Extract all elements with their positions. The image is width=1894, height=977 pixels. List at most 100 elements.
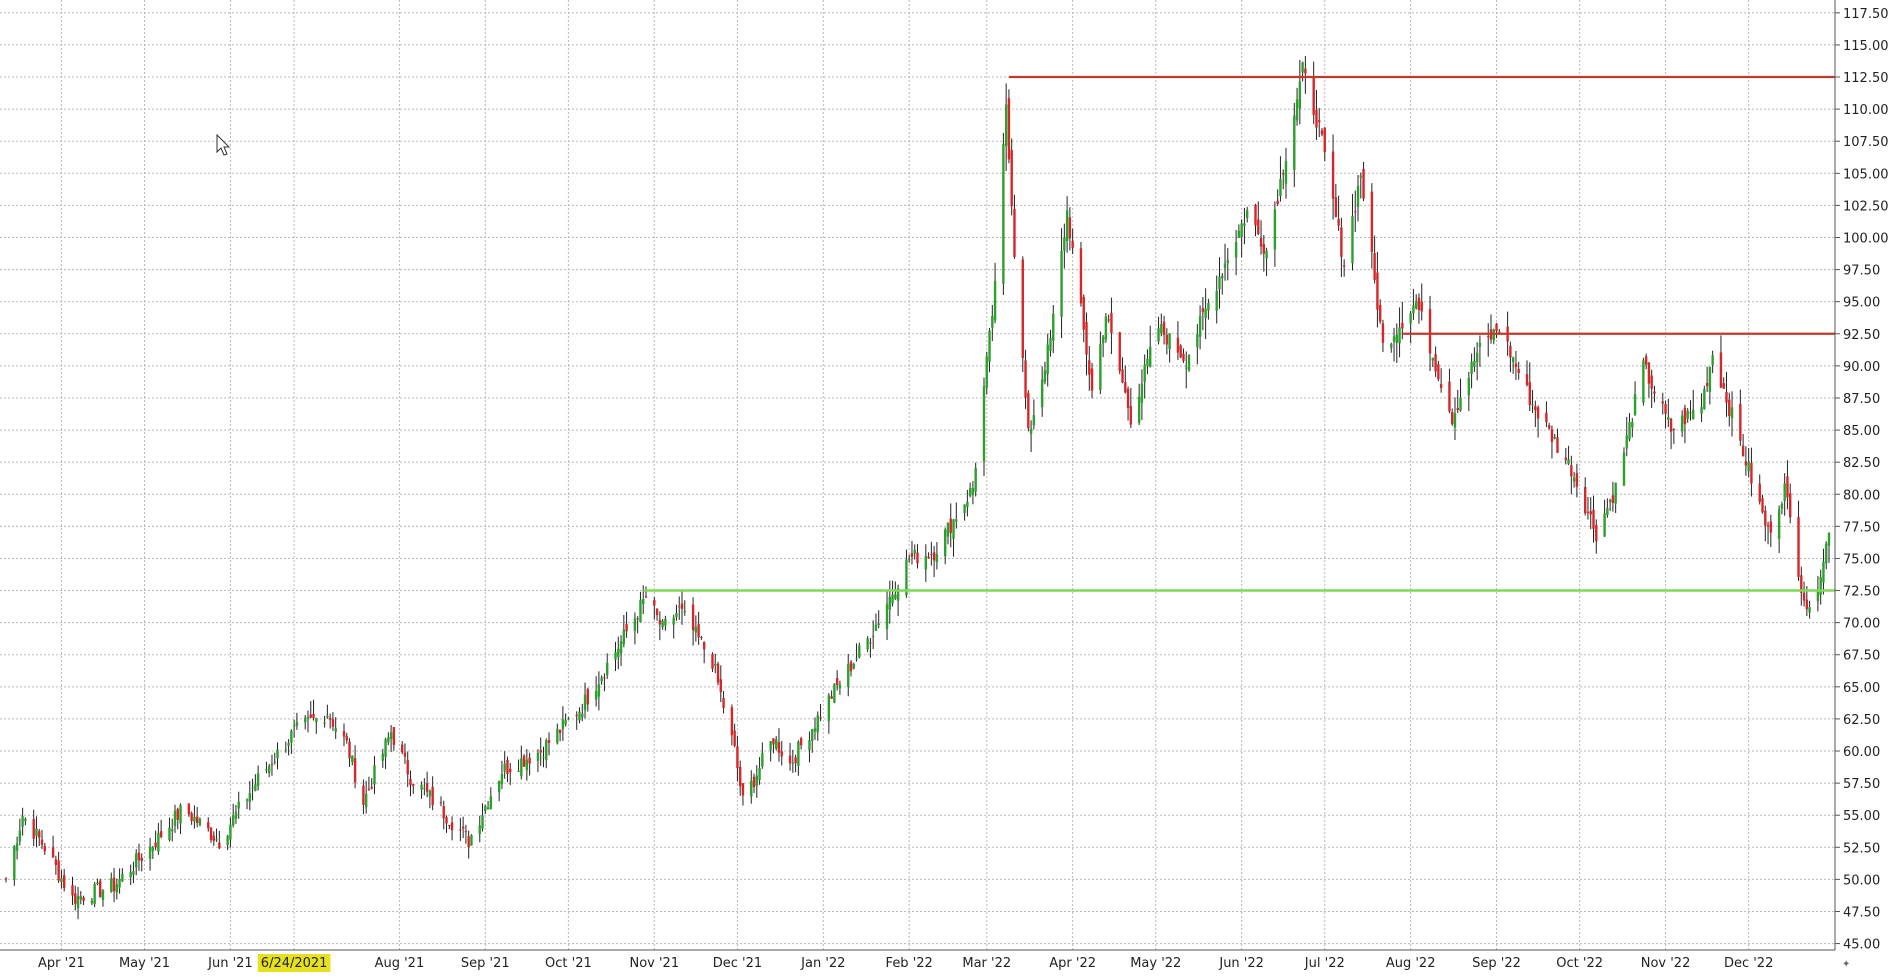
candle [129,864,132,885]
candle [503,751,506,779]
candle-body-down [655,608,659,616]
candle-body-up [885,604,889,630]
candle [1705,366,1709,392]
candle-body-up [79,896,83,900]
candle-body-up [1606,508,1609,516]
candle [1459,378,1462,412]
candle-body-up [642,599,645,605]
candle-body-up [808,740,811,751]
candle-body-down [1536,407,1540,419]
candle-body-up [304,717,307,723]
candle [1750,447,1753,497]
candle-body-down [1719,352,1723,388]
candle [187,803,191,817]
candle-body-up [1816,589,1820,602]
candle-body-up [1207,303,1210,311]
mouse-cursor-icon [216,133,231,156]
candle [464,824,468,844]
candle-body-up [888,596,891,610]
candle-body-up [284,749,288,751]
candle [683,600,686,616]
candle [1664,400,1667,429]
candle [600,675,603,685]
candle [1412,288,1415,320]
candle [256,765,260,791]
candle-body-up [1004,104,1008,146]
candle [761,742,764,769]
candle [1722,377,1725,389]
candle-body-down [1525,374,1529,385]
candle-body-down [331,719,335,727]
candle [71,876,74,905]
candle [62,868,66,892]
candle-body-up [1608,499,1612,502]
candle-body-down [403,752,407,757]
candle [1149,325,1152,368]
candle [1337,195,1340,231]
candle-body-down [927,556,930,559]
candle-body-down [1517,368,1520,374]
candle-body-up [619,641,623,654]
price-tick-label: 72.50 [1843,585,1880,600]
candle [1692,390,1695,420]
candle-body-down [1761,498,1764,513]
candle-body-up [1063,237,1066,251]
candle-body-down [835,677,839,686]
candle-body-down [1428,309,1432,354]
candle-body-down [1334,197,1338,217]
candle-body-up [1531,404,1534,406]
candle-body-up [913,549,916,554]
candle-body-up [1392,336,1396,342]
candle-body-down [1592,509,1595,529]
candle-body-up [683,610,686,613]
candle [292,719,296,738]
candle [1234,229,1238,276]
candle [522,754,526,767]
time-tick-label: Nov '22 [1641,956,1691,971]
candle-body-up [1822,561,1825,583]
candle-body-down [930,553,933,555]
candle-body-up [1293,115,1296,171]
candle-body-down [691,604,695,631]
candle-body-up [775,739,778,749]
price-tick-label: 92.50 [1843,328,1880,343]
candle [1082,294,1085,343]
candle [1631,418,1634,438]
candle [816,711,819,741]
candle-body-down [1664,404,1667,414]
candle [93,881,96,908]
candle-body-down [603,677,606,679]
candle-body-up [525,759,529,771]
candle-body-down [644,596,648,598]
candle [1378,299,1382,324]
candle-body-down [406,760,409,775]
candle-body-up [1409,313,1412,324]
candle-body-up [1104,316,1108,340]
candle [1110,297,1113,355]
price-tick-label: 67.50 [1843,649,1880,664]
candle [334,717,337,740]
price-tick-label: 97.50 [1843,264,1880,279]
candle [1680,410,1684,437]
candle [556,723,559,745]
candle [270,754,274,776]
candle-body-down [680,603,684,609]
candle-body-up [542,756,545,758]
candle [265,761,268,774]
time-tick-label: Sep '22 [1472,956,1521,971]
candle-body-up [1198,316,1202,337]
candle [866,636,869,653]
candle [691,597,695,646]
price-tick-label: 65.00 [1843,681,1880,696]
candle [1090,362,1094,399]
candle-body-up [1686,410,1689,419]
candle [1063,223,1066,269]
candle [1789,483,1792,524]
candle [1650,369,1653,408]
axis-corner-icon[interactable]: ✦ [1842,959,1850,970]
candle [323,715,326,728]
candle-body-up [617,648,620,658]
candle [1143,354,1146,399]
